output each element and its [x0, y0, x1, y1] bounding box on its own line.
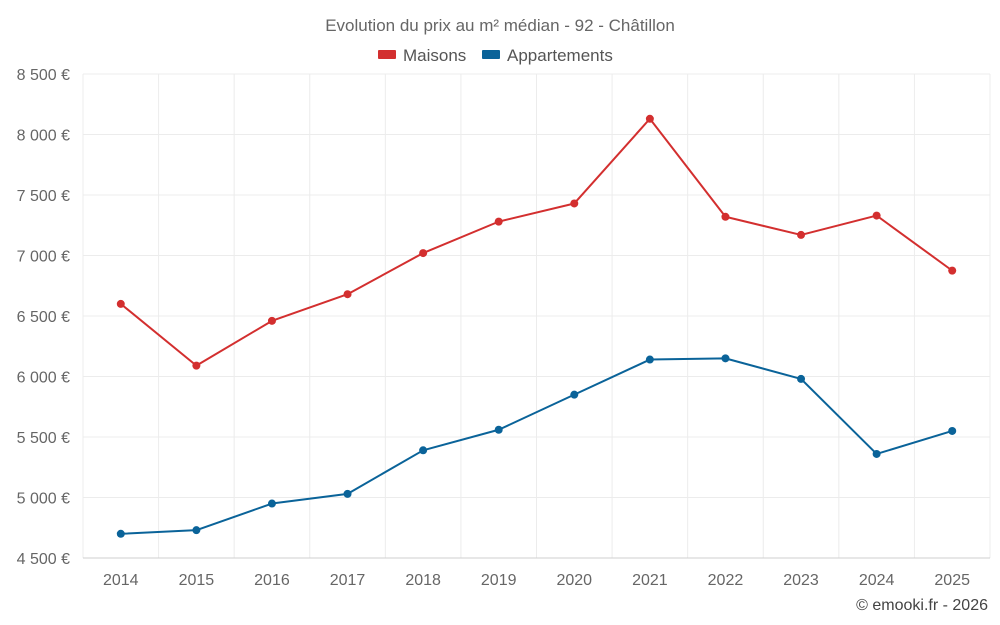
x-axis-ticks: 2014 2015 2016 2017 2018 2019 2020 2021 2022 2023…	[103, 572, 970, 589]
x-tick-label-2014: 2014	[103, 572, 139, 589]
legend: Maisons Appartements	[378, 46, 613, 65]
x-tick-label-2021: 2021	[632, 572, 668, 589]
data-point-maisons-2022[interactable]	[721, 212, 730, 221]
data-point-appartements-2021[interactable]	[645, 355, 654, 364]
y-tick-label: 5 500 €	[17, 430, 70, 447]
legend-label-maisons: Maisons	[403, 46, 466, 65]
data-point-appartements-2016[interactable]	[267, 499, 276, 508]
data-point-maisons-2025[interactable]	[948, 266, 957, 275]
legend-item-maisons[interactable]: Maisons	[378, 46, 466, 65]
data-point-maisons-2021[interactable]	[645, 114, 654, 123]
data-point-maisons-2019[interactable]	[494, 217, 503, 226]
y-tick-label: 5 000 €	[17, 491, 70, 508]
y-tick-label: 7 000 €	[17, 249, 70, 266]
data-point-maisons-2014[interactable]	[116, 299, 125, 308]
data-point-maisons-2015[interactable]	[192, 361, 201, 370]
y-tick-label: 8 000 €	[17, 128, 70, 145]
y-tick-label: 6 000 €	[17, 370, 70, 387]
legend-swatch-appartements	[482, 50, 500, 59]
x-tick-label-2020: 2020	[556, 572, 592, 589]
data-point-maisons-2023[interactable]	[797, 230, 806, 239]
data-point-appartements-2014[interactable]	[116, 529, 125, 538]
x-tick-label-2018: 2018	[405, 572, 441, 589]
series-line-maisons	[120, 117, 953, 367]
series-line-appartements	[120, 357, 953, 535]
y-axis-ticks: 4 500 € 5 000 € 5 500 € 6 000 € 6 500 € 7 000…	[17, 67, 70, 568]
legend-swatch-maisons	[378, 50, 396, 59]
series-appartements	[116, 354, 957, 538]
y-tick-label: 6 500 €	[17, 309, 70, 326]
x-tick-label-2023: 2023	[783, 572, 819, 589]
legend-item-appartements[interactable]: Appartements	[482, 46, 613, 65]
x-tick-label-2015: 2015	[179, 572, 215, 589]
data-point-appartements-2015[interactable]	[192, 526, 201, 535]
y-tick-label: 8 500 €	[17, 67, 70, 84]
series	[116, 114, 957, 538]
x-tick-label-2019: 2019	[481, 572, 517, 589]
x-tick-label-2022: 2022	[708, 572, 744, 589]
data-point-maisons-2024[interactable]	[872, 211, 881, 220]
data-point-appartements-2025[interactable]	[948, 426, 957, 435]
data-point-maisons-2018[interactable]	[419, 249, 428, 258]
x-tick-label-2025: 2025	[934, 572, 970, 589]
data-point-appartements-2024[interactable]	[872, 449, 881, 458]
chart-title: Evolution du prix au m² médian - 92 - Ch…	[325, 16, 675, 35]
data-point-maisons-2016[interactable]	[267, 316, 276, 325]
legend-label-appartements: Appartements	[507, 46, 613, 65]
data-point-appartements-2023[interactable]	[797, 374, 806, 383]
data-point-maisons-2017[interactable]	[343, 290, 352, 299]
credit-text: © emooki.fr - 2026	[856, 597, 988, 614]
data-point-appartements-2022[interactable]	[721, 354, 730, 363]
y-tick-label: 7 500 €	[17, 188, 70, 205]
x-tick-label-2024: 2024	[859, 572, 895, 589]
data-point-appartements-2017[interactable]	[343, 489, 352, 498]
data-point-appartements-2019[interactable]	[494, 425, 503, 434]
data-point-maisons-2020[interactable]	[570, 199, 579, 208]
data-point-appartements-2018[interactable]	[419, 446, 428, 455]
series-maisons	[116, 114, 957, 370]
x-tick-label-2017: 2017	[330, 572, 366, 589]
y-tick-label: 4 500 €	[17, 551, 70, 568]
x-tick-label-2016: 2016	[254, 572, 290, 589]
data-point-appartements-2020[interactable]	[570, 390, 579, 399]
grid	[82, 73, 991, 559]
